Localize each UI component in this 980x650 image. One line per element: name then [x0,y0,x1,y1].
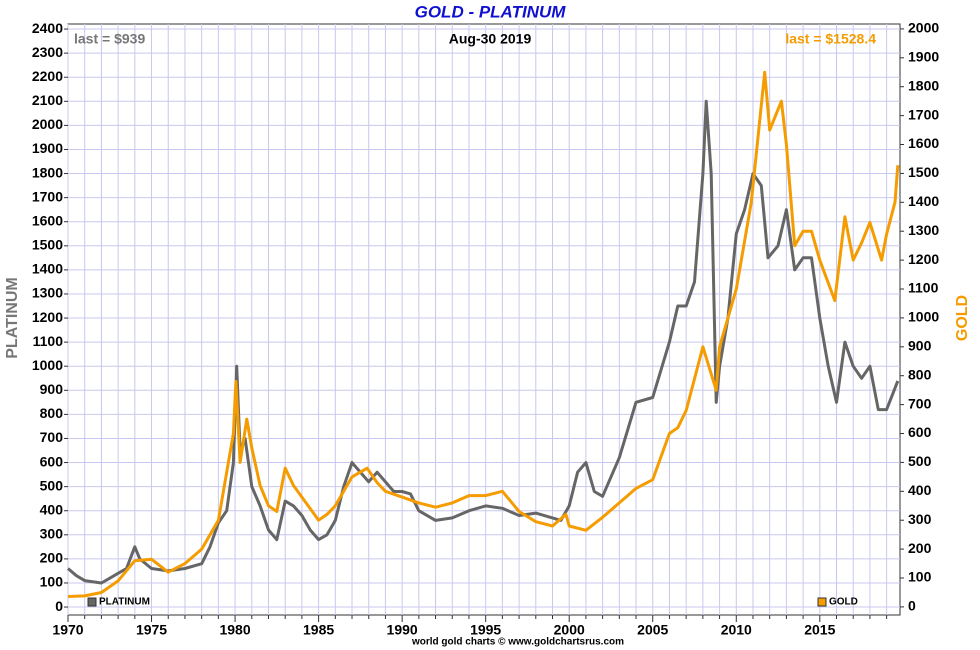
series-line [67,99,900,585]
footer: world gold charts © www.goldchartsrus.co… [411,637,624,648]
x-tick-label: 1975 [136,622,167,638]
y2-tick-label: 1600 [908,135,939,151]
x-tick-label: 1990 [387,622,418,638]
y-tick-label: 1900 [32,140,63,156]
y-tick-label: 200 [40,550,64,566]
y-tick-label: 1400 [32,261,63,277]
x-tick-label: 2000 [554,622,585,638]
y-tick-label: 2100 [32,92,63,108]
y-tick-label: 2300 [32,44,63,60]
y2-tick-label: 500 [908,453,932,469]
y2-tick-label: 1700 [908,106,939,122]
y-tick-label: 1200 [32,309,63,325]
y2-tick-label: 1500 [908,164,939,180]
last-label: last = $939 [74,31,145,47]
y2-tick-label: 1300 [908,222,939,238]
date-label: Aug-30 2019 [449,31,532,47]
y2-tick-label: 1800 [908,77,939,93]
y-tick-label: 0 [55,598,63,614]
y2-tick-label: 1900 [908,49,939,65]
y2-tick-label: 400 [908,482,932,498]
y-tick-label: 2200 [32,68,63,84]
y2-tick-label: 300 [908,511,932,527]
last-label: last = $1528.4 [785,31,876,47]
y-tick-label: 100 [40,574,64,590]
y-tick-label: 1500 [32,237,63,253]
y-tick-label: 800 [40,405,64,421]
legend-label: PLATINUM [99,597,150,608]
x-tick-label: 2015 [804,622,835,638]
y-tick-label: 600 [40,453,64,469]
y-axis-label: PLATINUM [4,277,21,358]
y-tick-label: 300 [40,526,64,542]
y2-tick-label: 900 [908,338,932,354]
series-line [67,70,900,598]
grid [67,24,900,615]
legend-swatch [87,597,97,607]
x-tick-label: 1970 [52,622,83,638]
y-tick-label: 900 [40,381,64,397]
y2-tick-label: 1400 [908,193,939,209]
chart-title: GOLD - PLATINUM [415,2,567,21]
y2-tick-label: 100 [908,569,932,585]
x-tick-label: 1995 [470,622,501,638]
y2-tick-label: 0 [908,598,916,614]
legend-label: GOLD [829,597,858,608]
y-tick-label: 500 [40,477,64,493]
y2-tick-label: 700 [908,395,932,411]
y-tick-label: 1300 [32,285,63,301]
y2-tick-label: 1000 [908,309,939,325]
y2-tick-label: 1200 [908,251,939,267]
y-tick-label: 1600 [32,212,63,228]
y2-axis-label: GOLD [954,295,971,341]
y2-tick-label: 1100 [908,280,939,296]
y2-tick-label: 2000 [908,20,939,36]
y-tick-label: 700 [40,429,64,445]
y2-tick-label: 800 [908,366,932,382]
x-tick-label: 2010 [721,622,752,638]
x-tick-label: 1985 [303,622,334,638]
y-tick-label: 1000 [32,357,63,373]
y-tick-label: 2000 [32,116,63,132]
y-tick-label: 1700 [32,188,63,204]
plot-area [67,23,901,616]
y-tick-label: 400 [40,501,64,517]
y-tick-label: 1800 [32,164,63,180]
x-tick-label: 1980 [219,622,250,638]
x-tick-label: 2005 [637,622,668,638]
y-tick-label: 1100 [33,333,64,349]
legend-swatch [817,597,827,607]
y2-tick-label: 600 [908,424,932,440]
y2-tick-label: 200 [908,540,932,556]
y-tick-label: 2400 [32,20,63,36]
